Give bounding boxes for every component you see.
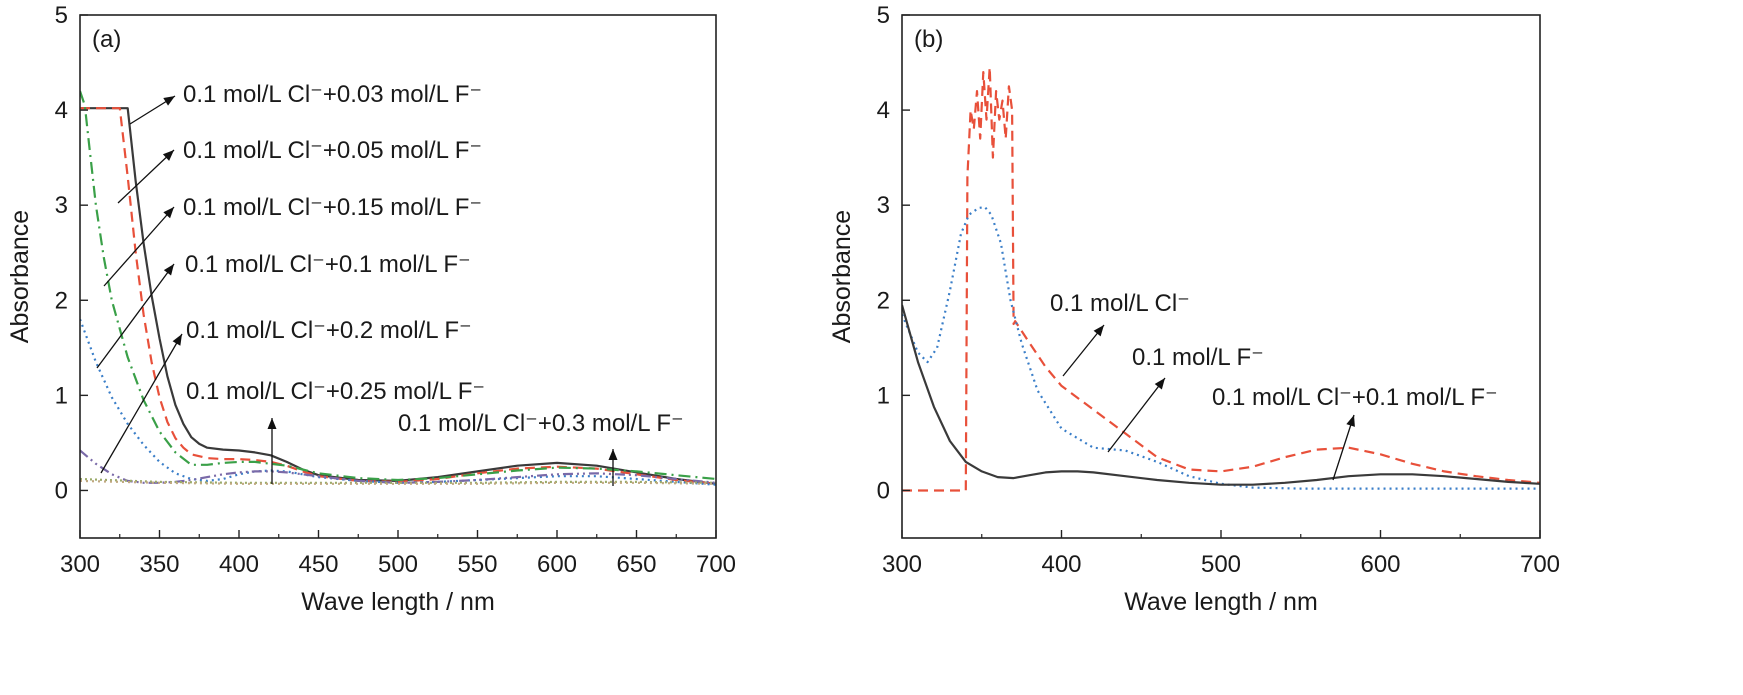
annotation-label: 0.1 mol/L F⁻ (1132, 344, 1264, 371)
x-tick-label: 350 (139, 551, 179, 578)
arrow-head-icon (608, 449, 618, 460)
y-tick-label: 0 (877, 477, 890, 504)
x-tick-label: 500 (1201, 551, 1241, 578)
arrow-head-icon (267, 418, 277, 429)
annotation-4: 0.1 mol/L Cl⁻+0.1 mol/L F⁻ (96, 251, 471, 369)
y-tick-label: 2 (55, 287, 68, 314)
annotation-arrow (1107, 377, 1166, 453)
panel-label: (b) (914, 26, 943, 53)
x-tick-label: 700 (1520, 551, 1560, 578)
x-tick-label: 600 (1360, 551, 1400, 578)
plot-area (902, 66, 1540, 492)
annotation-label: 0.1 mol/L Cl⁻+0.05 mol/L F⁻ (183, 137, 482, 164)
y-tick-label: 4 (877, 97, 890, 124)
arrow-head-icon (163, 96, 175, 106)
y-tick-label: 3 (877, 192, 890, 219)
annotation-6: 0.1 mol/L Cl⁻+0.25 mol/L F⁻ (186, 378, 485, 484)
annotation-label: 0.1 mol/L Cl⁻+0.03 mol/L F⁻ (183, 81, 482, 108)
arrow-head-icon (163, 264, 174, 276)
y-axis-label: Absorbance (828, 210, 856, 343)
series-line-5 (80, 449, 716, 484)
series-line-2 (80, 107, 716, 485)
chart-panel-a: 300 350 400 450 500 550 600 650 700 0 1 2 3 4 5 Wave le… (6, 2, 736, 616)
annotation-label: 0.1 mol/L Cl⁻+0.1 mol/L F⁻ (185, 251, 471, 278)
annotation-label: 0.1 mol/L Cl⁻+0.1 mol/L F⁻ (1212, 384, 1498, 411)
arrow-head-icon (1154, 378, 1165, 390)
plot-frame (901, 14, 1541, 539)
arrow-head-icon (1346, 415, 1355, 427)
annotation-2: 0.1 mol/L F⁻ (1107, 344, 1264, 453)
x-axis-label: Wave length / nm (301, 588, 495, 616)
x-tick-label: 500 (378, 551, 418, 578)
y-tick-label: 2 (877, 287, 890, 314)
x-tick-label: 600 (537, 551, 577, 578)
annotation-3: 0.1 mol/L Cl⁻+0.1 mol/L F⁻ (1212, 384, 1498, 481)
annotation-5: 0.1 mol/L Cl⁻+0.2 mol/L F⁻ (100, 317, 472, 474)
x-tick-label: 400 (219, 551, 259, 578)
series-line-3 (902, 304, 1540, 486)
x-tick-label: 450 (298, 551, 338, 578)
x-axis-label: Wave length / nm (1124, 588, 1318, 616)
annotation-arrow (1332, 414, 1355, 481)
annotation-label: 0.1 mol/L Cl⁻+0.25 mol/L F⁻ (186, 378, 485, 405)
annotation-label: 0.1 mol/L Cl⁻+0.2 mol/L F⁻ (186, 317, 472, 344)
annotation-arrow (100, 333, 183, 474)
annotation-arrow (96, 263, 175, 369)
x-tick-label: 650 (616, 551, 656, 578)
annotation-1: 0.1 mol/L Cl⁻ (1050, 290, 1190, 377)
arrow-head-icon (1093, 325, 1104, 337)
x-tick-label: 400 (1041, 551, 1081, 578)
panel-label: (a) (92, 26, 121, 53)
chart-panel-b: 300 400 500 600 700 0 1 2 3 4 5 Wave length / nm Abs… (828, 2, 1560, 616)
x-tick-label: 300 (882, 551, 922, 578)
y-tick-label: 4 (55, 97, 68, 124)
y-tick-label: 5 (55, 2, 68, 29)
series-line-1 (902, 66, 1540, 492)
arrow-head-icon (162, 150, 174, 161)
annotation-7: 0.1 mol/L Cl⁻+0.3 mol/L F⁻ (398, 410, 684, 486)
y-tick-label: 1 (877, 382, 890, 409)
y-tick-label: 5 (877, 2, 890, 29)
y-axis-label: Absorbance (6, 210, 34, 343)
series-line-1 (80, 107, 716, 485)
series-line-6 (80, 477, 716, 484)
y-tick-label: 3 (55, 192, 68, 219)
annotation-label: 0.1 mol/L Cl⁻ (1050, 290, 1190, 317)
plot-area (80, 90, 716, 486)
annotation-label: 0.1 mol/L Cl⁻+0.15 mol/L F⁻ (183, 194, 482, 221)
y-tick-label: 0 (55, 477, 68, 504)
series-line-7 (80, 479, 716, 485)
annotation-arrow (103, 206, 175, 287)
annotation-3: 0.1 mol/L Cl⁻+0.15 mol/L F⁻ (103, 194, 482, 287)
y-tick-label: 1 (55, 382, 68, 409)
annotation-label: 0.1 mol/L Cl⁻+0.3 mol/L F⁻ (398, 410, 684, 437)
arrow-head-icon (163, 207, 174, 219)
annotation-arrow (117, 149, 175, 204)
annotation-2: 0.1 mol/L Cl⁻+0.05 mol/L F⁻ (117, 137, 482, 204)
x-tick-label: 300 (60, 551, 100, 578)
series-line-3 (80, 90, 716, 482)
arrow-head-icon (172, 334, 182, 346)
series-line-2 (902, 206, 1540, 490)
x-tick-label: 700 (696, 551, 736, 578)
annotation-1: 0.1 mol/L Cl⁻+0.03 mol/L F⁻ (129, 81, 482, 125)
x-tick-label: 550 (457, 551, 497, 578)
